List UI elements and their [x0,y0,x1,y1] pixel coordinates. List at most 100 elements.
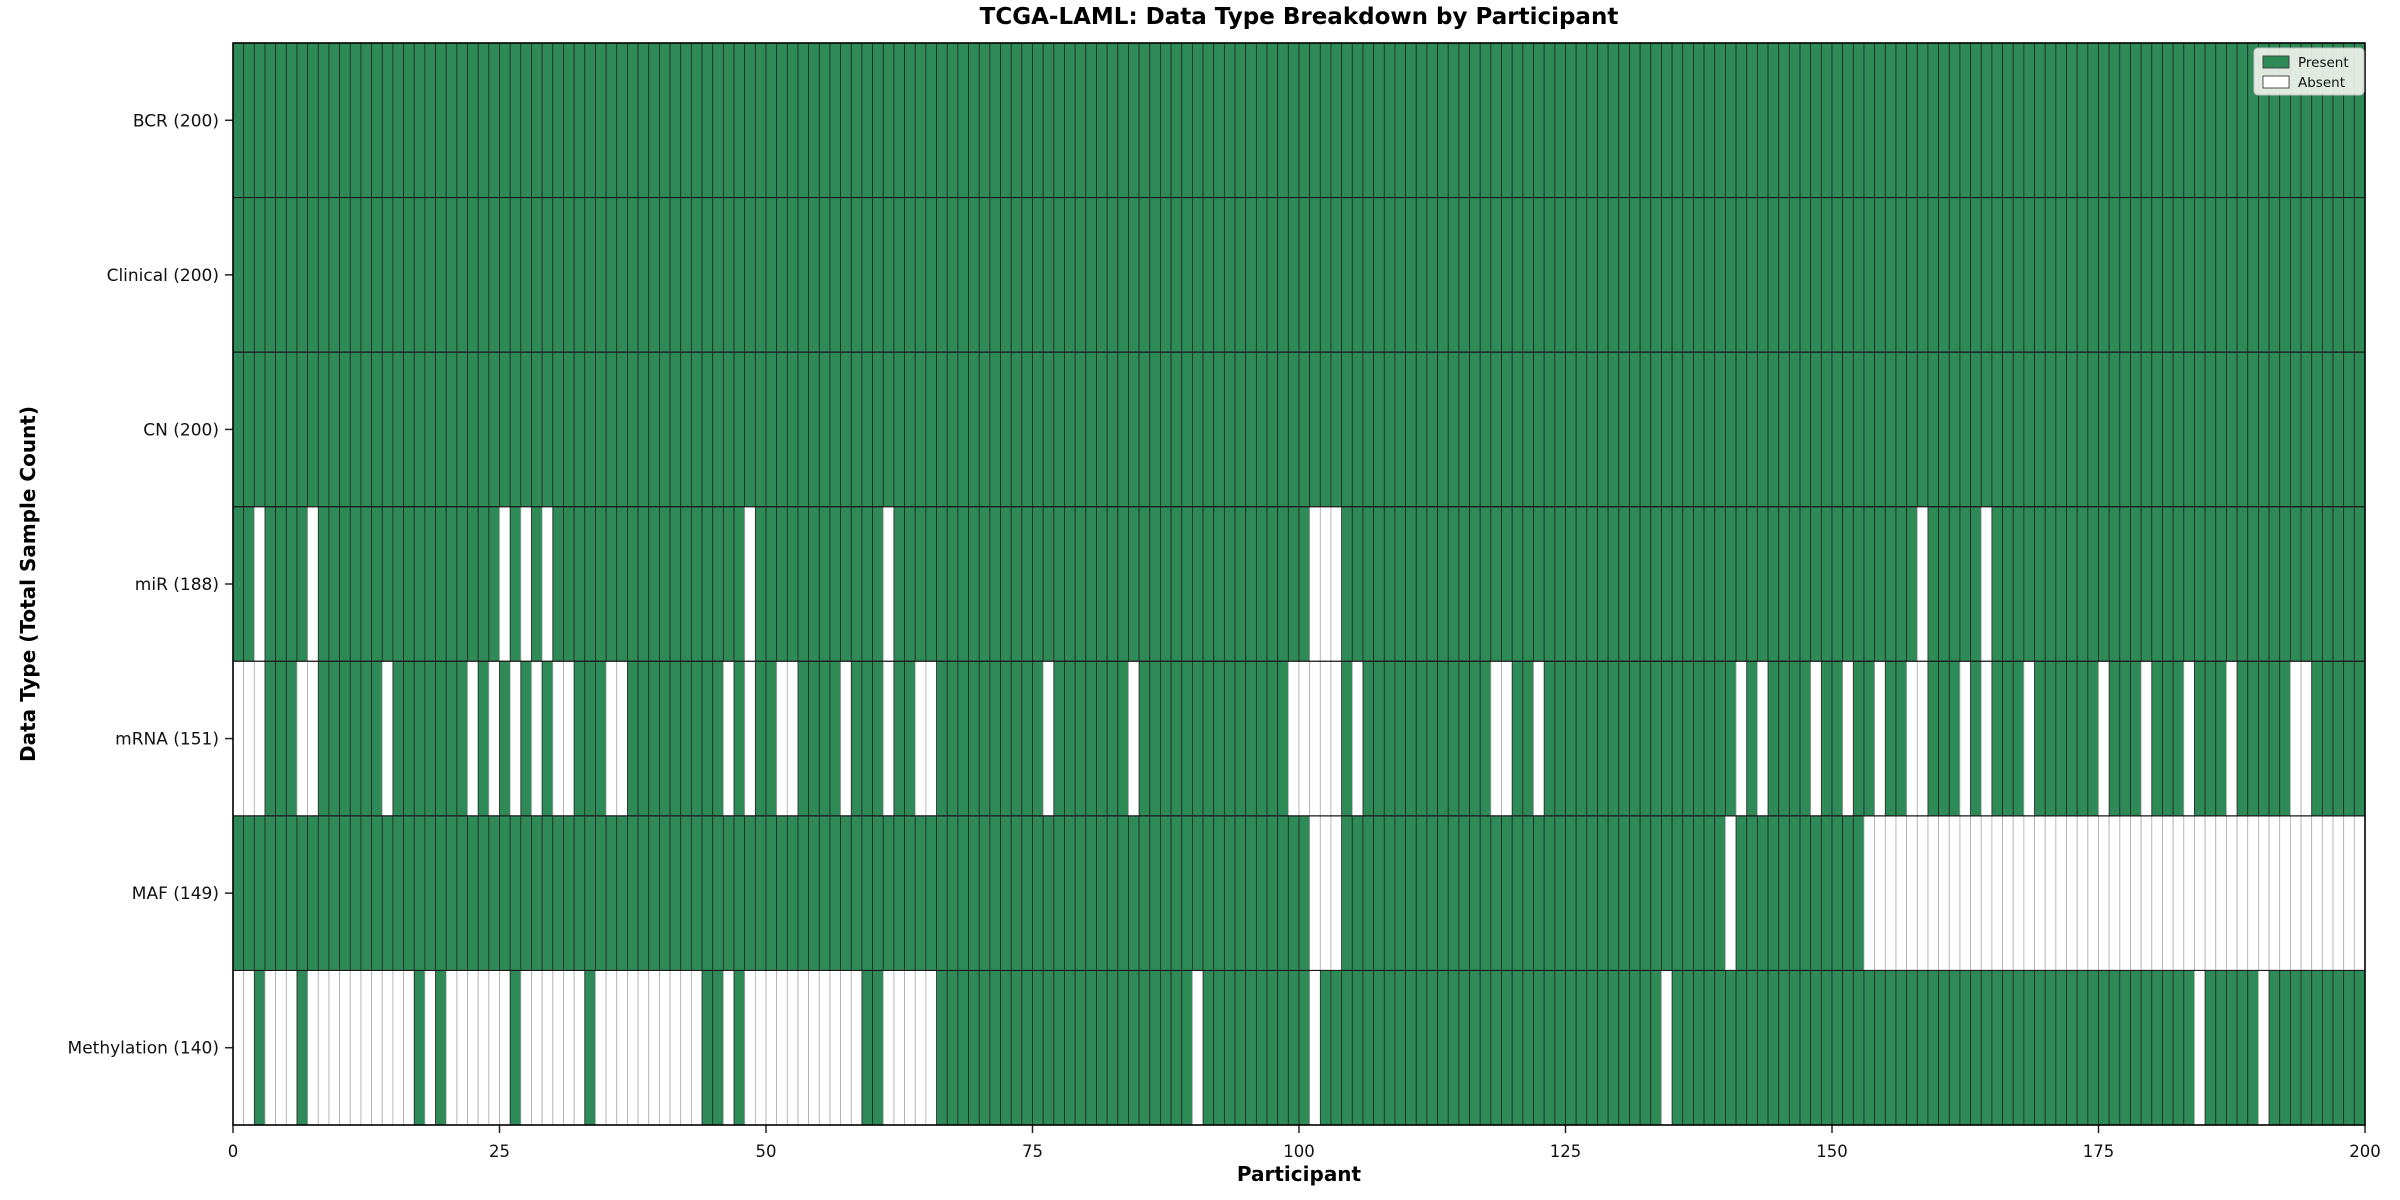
presence-cell [776,815,788,971]
presence-cell [285,506,298,662]
presence-cell [1725,970,1737,1126]
presence-cell [456,815,468,971]
presence-cell [1863,351,1876,508]
presence-cell [680,506,692,662]
presence-cell [1458,660,1470,817]
presence-cell [1405,197,1417,353]
presence-cell [1586,197,1598,353]
presence-cell [1778,970,1790,1126]
presence-cell [392,42,404,198]
presence-cell [1426,506,1438,662]
presence-cell [1874,660,1886,817]
presence-cell [989,970,1001,1126]
presence-cell [1330,506,1343,662]
presence-cell [1927,351,1939,508]
presence-cell [445,351,458,508]
presence-cell [1693,506,1705,662]
presence-cell [2183,815,2195,971]
presence-cell [2321,197,2334,353]
presence-cell [765,970,778,1126]
presence-cell [1405,970,1417,1126]
presence-cell [765,660,778,817]
presence-cell [1788,197,1801,353]
presence-cell [2044,506,2057,662]
presence-cell [253,970,266,1126]
presence-cell [1479,660,1492,817]
presence-cell [659,660,671,817]
presence-cell [1213,197,1225,353]
presence-cell [1437,42,1449,198]
presence-cell [1469,970,1481,1126]
presence-cell [1959,815,1971,971]
presence-cell [541,42,554,198]
presence-cell [1852,42,1865,198]
presence-cell [1618,970,1630,1126]
presence-cell [1383,42,1396,198]
presence-cell [1042,970,1055,1126]
presence-cell [1277,42,1289,198]
presence-cell [243,815,255,971]
presence-cell [1980,970,1993,1126]
presence-cell [1831,42,1844,198]
presence-cell [1085,42,1097,198]
presence-cell [360,815,372,971]
presence-cell [2236,42,2249,198]
presence-cell [1117,197,1129,353]
presence-cell [840,42,852,198]
presence-cell [328,660,341,817]
presence-cell [1661,351,1673,508]
presence-cell [1245,42,1257,198]
presence-cell [2343,197,2355,353]
presence-cell [1799,815,1812,971]
presence-cell [1618,660,1630,817]
presence-cell [2247,506,2259,662]
presence-cell [264,970,277,1126]
presence-cell [1874,351,1886,508]
presence-cell [552,660,564,817]
presence-cell [2268,970,2281,1126]
presence-cell [648,970,660,1126]
presence-cell [531,506,543,662]
presence-cell [1948,351,1961,508]
presence-cell [1746,970,1758,1126]
presence-cell [488,197,500,353]
presence-cell [1128,197,1140,353]
presence-cell [1533,351,1545,508]
presence-cell [1330,197,1343,353]
presence-cell [477,506,490,662]
presence-cell [2257,660,2270,817]
presence-cell [893,42,905,198]
presence-cell [1682,815,1694,971]
presence-cell [328,970,341,1126]
presence-cell [1469,506,1481,662]
presence-cell [2321,506,2334,662]
presence-cell [797,42,810,198]
presence-cell [627,506,639,662]
presence-cell [1938,197,1950,353]
presence-cell [2087,351,2099,508]
presence-cell [925,506,937,662]
presence-cell [1202,970,1215,1126]
presence-cell [1629,660,1641,817]
presence-cell [424,506,436,662]
presence-cell [776,197,788,353]
presence-cell [1575,506,1588,662]
presence-cell [381,660,394,817]
presence-cell [1639,506,1652,662]
presence-cell [1959,506,1971,662]
presence-cell [595,815,607,971]
presence-cell [1021,351,1033,508]
presence-cell [1661,197,1673,353]
presence-cell [861,506,874,662]
presence-cell [392,351,404,508]
presence-cell [435,660,447,817]
presence-cell [2215,660,2227,817]
presence-cell [264,351,277,508]
presence-cell [1255,351,1268,508]
presence-cell [978,42,991,198]
presence-cell [2353,970,2366,1126]
presence-cell [2151,197,2163,353]
presence-cell [808,815,820,971]
presence-cell [1192,197,1204,353]
presence-cell [1970,197,1982,353]
